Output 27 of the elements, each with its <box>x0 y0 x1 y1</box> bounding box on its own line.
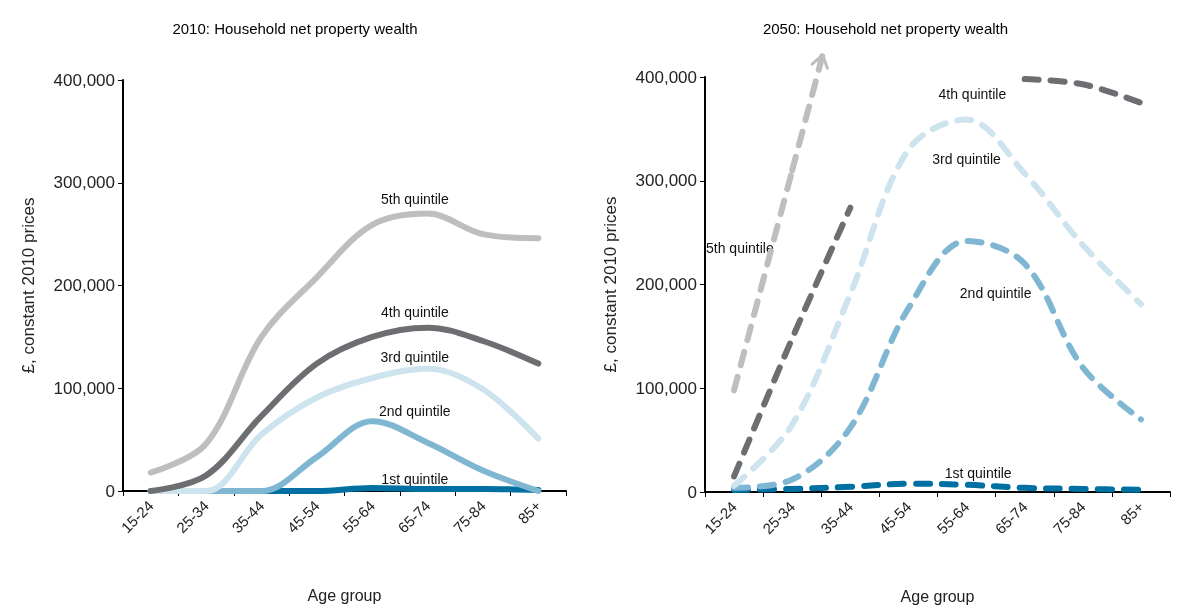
y-tick-label: 100,000 <box>53 378 115 398</box>
x-axis-title: Age group <box>307 586 382 604</box>
x-tick-label: 85+ <box>1116 497 1148 528</box>
y-axis-title: £, constant 2010 prices <box>19 197 38 374</box>
series-label: 3rd quintile <box>380 349 450 366</box>
y-tick-label: 300,000 <box>53 173 115 193</box>
y-tick-label: 400,000 <box>635 67 697 87</box>
y-tick-label: 400,000 <box>53 70 115 90</box>
series-label: 5th quintile <box>380 191 449 208</box>
y-tick-label: 200,000 <box>635 275 697 294</box>
series-label: 2nd quintile <box>959 284 1032 301</box>
y-axis-title: £, constant 2010 prices <box>601 196 620 373</box>
series-label: 4th quintile <box>380 304 449 321</box>
chart-title: 2050: Household net property wealth <box>762 20 1009 37</box>
x-tick-label: 85+ <box>514 496 545 527</box>
series-label: 1st quintile <box>944 465 1012 482</box>
series-label: 2nd quintile <box>379 402 451 419</box>
y-tick-label: 0 <box>687 482 697 502</box>
y-tick-label: 0 <box>105 481 115 501</box>
series-label: 4th quintile <box>938 85 1007 102</box>
x-axis-title: Age group <box>900 587 975 605</box>
series-label: 3rd quintile <box>932 150 1002 167</box>
chart-title: 2010: Household net property wealth <box>172 20 418 37</box>
y-tick-label: 300,000 <box>635 171 697 191</box>
y-tick-label: 200,000 <box>53 276 115 295</box>
series-label: 1st quintile <box>381 470 449 487</box>
y-tick-label: 100,000 <box>635 378 697 398</box>
